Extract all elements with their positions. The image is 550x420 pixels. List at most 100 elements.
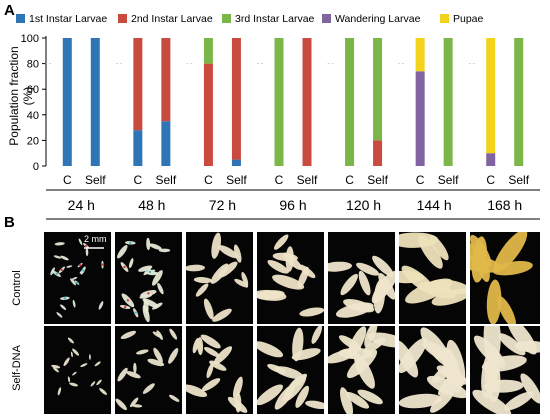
larva-shape [399,232,439,248]
control-larvae-photo-7 [470,232,540,324]
row-label-control: Control [11,270,23,306]
larva-shape [298,264,316,279]
larva-shape [340,387,353,414]
bar-segment [302,38,312,166]
larva-shape [357,389,383,405]
larva-shape [211,232,222,259]
bar-segment [90,38,100,166]
larva-shape [115,398,127,411]
larva-shape [54,242,65,246]
larva-shape [60,255,69,261]
larva-shape [203,298,214,320]
bar-segment [231,159,241,166]
larva-shape [142,304,150,323]
larva-shape [399,337,428,374]
larva-shape [66,265,73,268]
larva-shape [70,351,73,358]
larva-shape [422,341,457,364]
larva-shape [146,237,151,251]
bar-segment [415,71,425,166]
y-tick-label: 80 [27,59,39,71]
marker-dot [124,305,127,309]
larva-shape [142,383,155,394]
larva-shape [90,381,96,387]
bar-segment [373,38,383,141]
control-larvae-photo-4 [257,232,324,324]
larva-shape [399,270,425,284]
larva-shape [373,279,386,314]
larva-shape [343,298,375,313]
larva-shape [503,391,534,411]
larva-shape [133,362,137,374]
larva-shape [311,326,323,344]
larva-shape [233,244,242,263]
larva-shape [70,278,77,286]
legend-label: Wandering Larvae [335,13,421,25]
marker-dot [78,263,82,267]
time-label: 120 h [346,197,381,213]
larva-shape [169,394,180,402]
larva-shape [446,339,466,387]
larva-shape [235,392,242,413]
larva-shape [128,258,134,269]
group-label-self: Self [85,173,106,187]
larva-shape [356,262,380,276]
marker-dot [60,268,63,272]
larva-shape [69,382,79,387]
larva-shape [138,265,153,272]
larva-shape [193,277,213,284]
bar-segment [231,38,241,160]
panel-b-letter: B [4,214,15,231]
larva-shape [120,330,137,340]
bar-segment [486,153,496,166]
time-label: 48 h [138,197,165,213]
marker-dot [129,241,132,244]
larva-shape [71,277,78,280]
y-tick-label: 60 [27,84,39,96]
marker-dot [75,281,79,284]
larva-shape [153,347,163,363]
bar-segment [133,130,143,166]
marker-dot [101,263,104,266]
larva-shape [204,346,220,358]
larva-shape [328,261,353,272]
larva-shape [274,384,295,410]
self-dna-larvae-photo-3 [186,326,253,414]
larva-shape [257,290,285,300]
marker-dot [126,299,130,302]
larva-shape [340,273,358,296]
larva-shape [63,357,70,367]
larva-shape [399,393,442,409]
larva-shape [520,373,540,404]
larva-shape [130,397,139,408]
bar-segment [62,38,72,166]
larva-shape [473,335,506,368]
legend-label: 1st Instar Larvae [29,13,107,25]
larva-shape [234,278,249,288]
bar-segment [415,38,425,72]
group-label-c: C [134,173,143,187]
y-tick-label: 20 [27,135,39,147]
larva-shape [53,255,62,259]
larva-shape [147,358,165,367]
bar-segment [161,121,171,166]
marker-dot [82,269,85,272]
larva-shape [274,366,304,379]
time-label: 168 h [487,197,522,213]
larva-shape [486,279,502,324]
larva-shape [136,349,149,355]
larva-shape [96,379,102,386]
bar-segment [203,63,213,166]
self-dna-larvae-photo-2 [115,326,182,414]
bar-segment [373,140,383,166]
larva-shape [99,388,108,395]
legend-swatch [222,14,231,23]
larva-shape [168,348,179,364]
group-label-self: Self [226,173,247,187]
larva-shape [98,301,104,310]
larva-shape [257,341,284,358]
larva-shape [72,371,77,376]
larva-shape [431,288,466,306]
group-label-c: C [486,173,495,187]
larva-shape [156,330,163,340]
